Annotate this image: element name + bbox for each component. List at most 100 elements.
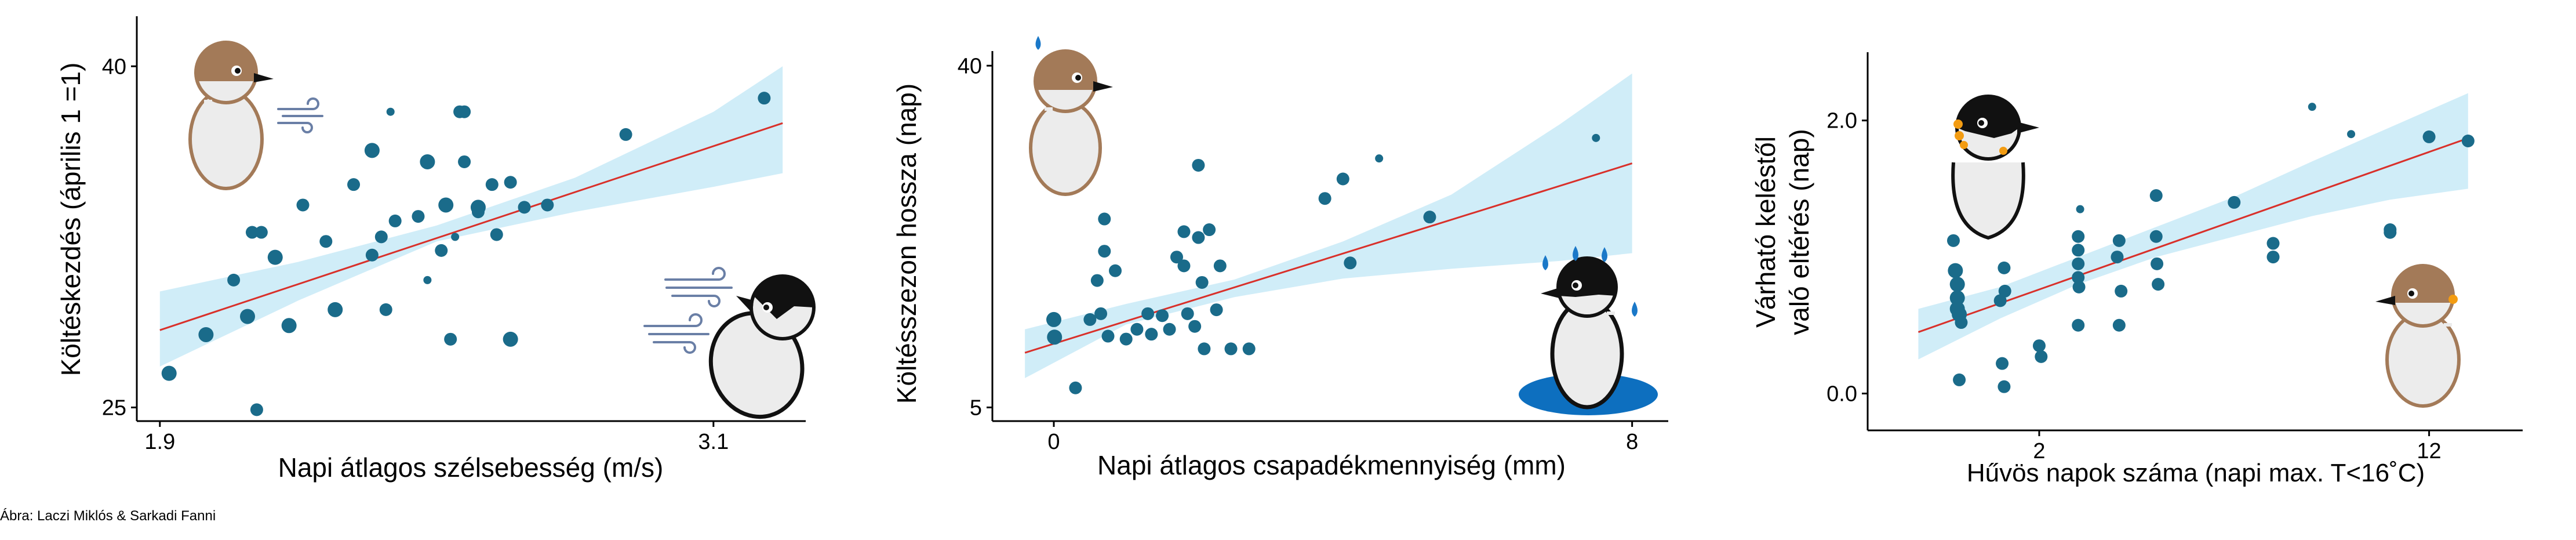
x-tick-label: 2 — [2033, 439, 2045, 463]
data-point — [458, 105, 471, 118]
confidence-band — [1025, 73, 1632, 378]
data-point — [1177, 259, 1191, 273]
data-point — [2072, 280, 2086, 293]
data-point — [1170, 251, 1183, 264]
data-point — [2422, 130, 2436, 143]
rain-drop-icon — [1542, 255, 1548, 270]
data-point — [1336, 172, 1349, 186]
data-point — [2266, 251, 2280, 264]
data-point — [1188, 320, 1202, 333]
data-point — [1948, 263, 1963, 278]
data-point — [1198, 342, 1211, 356]
data-point — [1098, 212, 1111, 226]
data-point — [490, 228, 503, 241]
panel-wind: 1.9 3.1 25 40 Napi átlagos szélsebesség (m… — [56, 16, 816, 483]
data-point — [1996, 357, 2009, 370]
data-point — [2032, 339, 2046, 353]
data-point — [1242, 342, 1256, 356]
data-point — [2461, 134, 2475, 147]
brown-bird-icon — [1029, 49, 1113, 196]
data-point — [365, 248, 379, 262]
x-axis-label: Napi átlagos szélsebesség (m/s) — [278, 452, 664, 483]
data-point — [198, 327, 214, 342]
data-point — [504, 176, 517, 189]
data-point — [1344, 256, 1357, 270]
black-bird-icon — [1541, 256, 1624, 409]
data-point — [2112, 318, 2126, 332]
data-point — [1047, 329, 1063, 345]
data-point — [1375, 154, 1384, 163]
data-point — [1192, 158, 1205, 172]
data-point — [2072, 318, 2085, 332]
data-point — [1998, 380, 2011, 393]
data-point — [1046, 311, 1061, 327]
data-point — [2308, 103, 2316, 111]
data-point — [1181, 307, 1194, 320]
data-point — [444, 332, 457, 346]
data-point — [619, 128, 632, 141]
data-point — [1998, 284, 2011, 298]
data-point — [1592, 133, 1600, 142]
data-point — [1163, 322, 1176, 336]
data-point — [2149, 230, 2163, 243]
data-point — [1101, 329, 1115, 343]
data-point — [2347, 130, 2356, 139]
trend-line — [1918, 137, 2469, 333]
y-tick-label: 25 — [102, 396, 126, 420]
data-point — [388, 214, 402, 227]
rain-drop-icon — [1035, 36, 1041, 50]
data-point — [2035, 350, 2048, 363]
data-point — [518, 201, 531, 214]
y-axis-label: Költéskezdés (április 1 =1) — [56, 63, 86, 376]
data-point — [319, 235, 333, 248]
x-tick-label: 0 — [1047, 430, 1060, 454]
data-point — [1224, 342, 1238, 356]
data-point — [471, 205, 485, 219]
data-point — [1953, 373, 1966, 386]
data-point — [1998, 261, 2011, 274]
data-point — [2151, 257, 2164, 270]
black-bird-icon — [708, 274, 816, 419]
data-point — [245, 226, 259, 239]
y-tick-label: 0.0 — [1827, 382, 1857, 406]
data-point — [250, 403, 263, 416]
data-point — [451, 233, 460, 241]
data-point — [254, 226, 268, 239]
data-point — [1098, 245, 1111, 258]
y-tick-label: 40 — [102, 55, 126, 79]
point-group — [1946, 103, 2475, 393]
data-point — [1946, 234, 1960, 247]
data-point — [1130, 322, 1144, 336]
data-point — [1955, 316, 1968, 329]
trend-line — [1024, 162, 1633, 354]
data-point — [2072, 244, 2085, 257]
y-ticks: 25 40 — [102, 55, 137, 420]
data-point — [1213, 259, 1227, 273]
x-tick-label: 8 — [1626, 430, 1638, 454]
data-point — [2149, 189, 2163, 202]
data-point — [2072, 230, 2085, 243]
data-point — [281, 318, 297, 334]
x-tick-label: 3.1 — [698, 430, 729, 454]
data-point — [2228, 195, 2241, 209]
rain-drop-icon — [1573, 246, 1578, 261]
data-point — [296, 198, 310, 212]
y-axis-label-line2: való eltérés (nap) — [1784, 129, 1814, 335]
brown-bird-icon — [188, 41, 274, 190]
data-point — [423, 276, 432, 284]
x-ticks: 2 12 — [2033, 430, 2442, 463]
rain-drop-icon — [1602, 247, 1607, 262]
panel-cold: 2 12 0.0 2.0 Hűvös napok száma (napi max. … — [1751, 52, 2523, 487]
x-tick-label: 12 — [2417, 439, 2441, 463]
data-point — [1949, 277, 1965, 292]
data-point — [1119, 332, 1133, 346]
data-point — [412, 210, 425, 223]
data-point — [161, 365, 177, 381]
data-point — [1177, 225, 1191, 238]
data-point — [758, 92, 771, 105]
data-point — [1145, 328, 1158, 341]
data-point — [347, 178, 361, 191]
